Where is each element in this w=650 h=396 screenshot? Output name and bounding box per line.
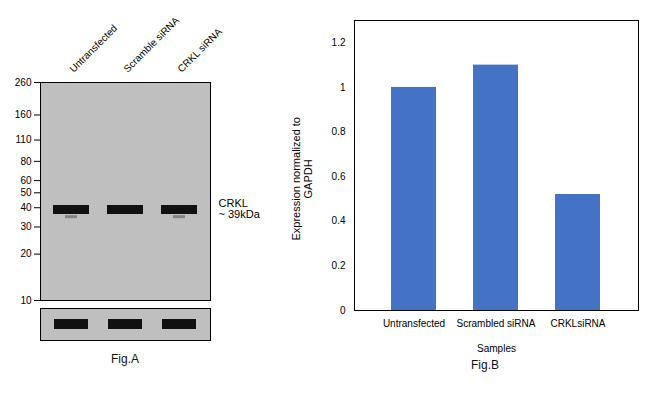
svg-text:110: 110 xyxy=(16,134,32,145)
svg-text:CRKLsiRNA: CRKLsiRNA xyxy=(550,318,605,329)
svg-text:1.2: 1.2 xyxy=(332,37,346,48)
svg-text:0.6: 0.6 xyxy=(332,171,346,182)
html-text:Fig.A: Fig.A xyxy=(111,352,139,366)
svg-text:CRKL~ 39kDa: CRKL~ 39kDa xyxy=(219,197,261,220)
svg-text:Samples: Samples xyxy=(477,343,516,354)
svg-text:60: 60 xyxy=(20,175,32,186)
svg-text:0: 0 xyxy=(340,305,346,316)
svg-text:50: 50 xyxy=(20,187,32,198)
svg-text:Scramble siRNA: Scramble siRNA xyxy=(121,14,181,74)
svg-text:10: 10 xyxy=(20,295,32,304)
svg-text:Untransfected: Untransfected xyxy=(67,23,119,75)
svg-text:CRKL siRNA: CRKL siRNA xyxy=(175,26,224,75)
svg-text:0.4: 0.4 xyxy=(332,215,346,226)
svg-text:1: 1 xyxy=(340,82,346,93)
svg-text:Untransfected: Untransfected xyxy=(383,318,445,329)
svg-text:30: 30 xyxy=(20,221,32,232)
svg-text:160: 160 xyxy=(15,109,32,120)
svg-text:40: 40 xyxy=(20,202,32,213)
html-text:Fig.B: Fig.B xyxy=(471,358,499,372)
svg-text:0.8: 0.8 xyxy=(332,126,346,137)
svg-text:Scrambled siRNA: Scrambled siRNA xyxy=(457,318,536,329)
html-text:Expression normalized to GAPDH: Expression normalized to GAPDH xyxy=(290,117,314,241)
svg-text:80: 80 xyxy=(20,156,32,167)
svg-text:260: 260 xyxy=(15,77,32,88)
svg-text:20: 20 xyxy=(20,248,32,259)
svg-text:0.2: 0.2 xyxy=(332,260,346,271)
